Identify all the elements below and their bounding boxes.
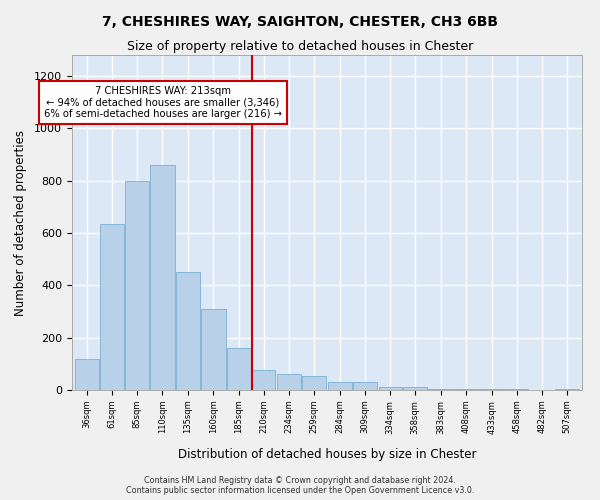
Bar [479,388,504,390]
Bar [74,358,99,390]
Bar [302,376,326,390]
Bar [428,388,453,390]
Bar [277,374,301,390]
Bar [505,388,529,390]
Bar [555,388,580,390]
Text: Contains HM Land Registry data © Crown copyright and database right 2024.
Contai: Contains HM Land Registry data © Crown c… [126,476,474,495]
Bar [328,382,352,390]
Bar [403,388,427,390]
Bar [201,309,226,390]
Y-axis label: Number of detached properties: Number of detached properties [14,130,27,316]
Bar [379,388,402,390]
Bar [176,272,200,390]
Text: Size of property relative to detached houses in Chester: Size of property relative to detached ho… [127,40,473,53]
Bar [353,382,377,390]
X-axis label: Distribution of detached houses by size in Chester: Distribution of detached houses by size … [178,448,476,460]
Bar [227,348,251,390]
Text: 7 CHESHIRES WAY: 213sqm
← 94% of detached houses are smaller (3,346)
6% of semi-: 7 CHESHIRES WAY: 213sqm ← 94% of detache… [44,86,282,118]
Bar [125,180,149,390]
Bar [150,165,175,390]
Text: 7, CHESHIRES WAY, SAIGHTON, CHESTER, CH3 6BB: 7, CHESHIRES WAY, SAIGHTON, CHESTER, CH3… [102,15,498,29]
Bar [252,370,275,390]
Bar [100,224,124,390]
Bar [454,388,478,390]
